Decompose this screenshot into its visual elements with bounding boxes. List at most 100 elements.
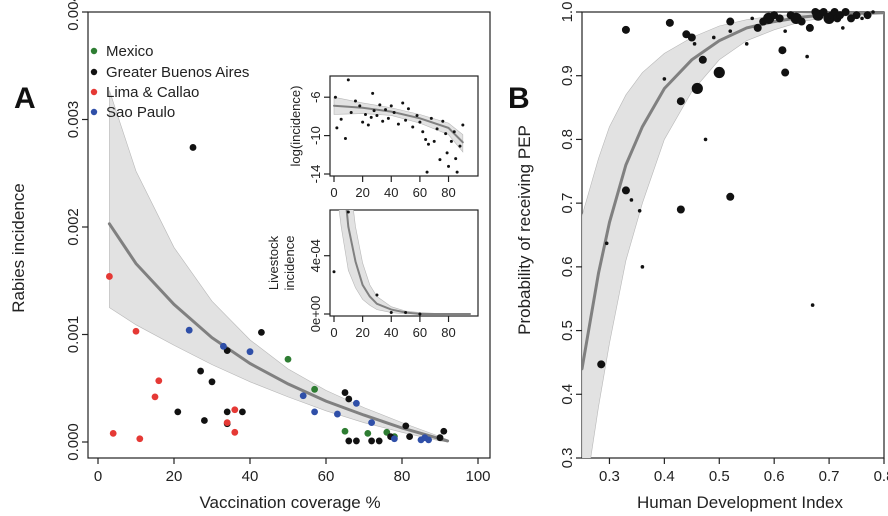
panel-b-x-ticks: 0.3 0.4 0.5 0.6 0.7 0.8 <box>599 458 888 485</box>
panel-b-data-point <box>810 303 815 307</box>
data-point-lima-callao <box>132 327 140 335</box>
panel-b-data-point <box>692 42 697 46</box>
x-tick-label: 20 <box>355 185 369 200</box>
inset-top-data-point <box>455 170 459 174</box>
panel-b-data-point <box>726 192 735 201</box>
panel-b-data-point <box>750 16 755 21</box>
x-tick-label: 20 <box>355 325 369 340</box>
panel-b-points <box>597 8 875 369</box>
panel-b-data-point <box>805 23 814 32</box>
y-tick-label: 0.3 <box>559 448 576 469</box>
panel-b-data-point <box>604 241 609 246</box>
x-tick-label: 40 <box>384 325 398 340</box>
x-tick-label: 0.8 <box>874 468 888 485</box>
inset-top-data-point <box>426 142 430 146</box>
inset-bottom-x-ticks: 0 20 40 60 80 <box>330 316 456 340</box>
inset-top-data-point <box>349 111 353 115</box>
legend-label-buenos-aires: Greater Buenos Aires <box>106 64 249 81</box>
inset-top-points <box>333 78 465 174</box>
panel-b-data-point <box>662 77 667 81</box>
y-tick-label: 0.8 <box>559 129 576 150</box>
inset-top-data-point <box>371 91 375 95</box>
inset-top-data-point <box>435 127 439 131</box>
x-tick-label: 0.7 <box>819 468 840 485</box>
panel-b-data-point <box>637 208 642 213</box>
panel-b-data-point <box>711 35 716 40</box>
panel-a-frame <box>87 11 491 459</box>
inset-top-data-point <box>425 170 429 174</box>
data-point-lima-callao <box>109 430 117 437</box>
panel-b-data-point <box>676 97 685 106</box>
data-point-lima-callao <box>136 435 144 443</box>
inset-top-data-point <box>444 132 448 136</box>
data-point-sao-paulo <box>421 434 429 442</box>
inset-top-frame <box>329 75 479 177</box>
x-tick-label: 0.4 <box>654 468 675 485</box>
inset-top-data-point <box>411 125 415 129</box>
panel-a-x-ticks: 0 20 40 60 80 100 <box>94 458 491 485</box>
y-tick-label: 0.5 <box>559 320 576 341</box>
inset-top-data-point <box>363 112 367 116</box>
y-tick-label: 0.001 <box>65 316 82 354</box>
inset-bottom-points <box>332 210 422 316</box>
inset-top-data-point <box>396 122 400 126</box>
data-point-greater-buenos-aires <box>440 427 448 435</box>
inset-top-data-point <box>406 107 410 111</box>
data-point-mexico <box>284 355 292 363</box>
data-point-greater-buenos-aires <box>189 144 197 151</box>
inset-top-data-point <box>452 130 456 134</box>
inset-top-data-point <box>449 139 453 143</box>
panel-b-data-point <box>726 17 735 26</box>
panel-b-data-point <box>687 33 696 42</box>
inset-top-data-point <box>392 111 396 115</box>
inset-top-fit-line <box>333 104 464 144</box>
panel-b-data-point <box>783 29 787 33</box>
data-point-greater-buenos-aires <box>174 408 182 416</box>
panel-a-chart: 0 20 40 60 80 100 0.000 0.001 0.002 0.003 0.004 V… <box>9 0 491 512</box>
x-tick-label: 60 <box>413 185 427 200</box>
x-tick-label: 80 <box>394 468 411 485</box>
panel-a-fit-line <box>107 222 450 443</box>
inset-top-data-point <box>447 164 451 168</box>
inset-top-data-point <box>372 109 376 113</box>
inset-top-data-point <box>445 151 449 155</box>
x-tick-label: 0 <box>94 468 102 485</box>
legend-label-mexico: Mexico <box>106 43 154 60</box>
y-tick-label: 0.7 <box>559 193 576 214</box>
data-point-sao-paulo <box>185 326 193 334</box>
panel-b-data-point <box>753 23 762 32</box>
x-tick-label: 60 <box>413 325 427 340</box>
data-point-greater-buenos-aires <box>239 408 246 416</box>
panel-b-data-point <box>640 265 645 269</box>
fit-line <box>345 210 471 315</box>
y-tick-label: 0e+00 <box>308 296 323 333</box>
inset-log-incidence-chart: 0 20 40 60 80 -14 -10 -6 log(incidence) <box>288 75 479 200</box>
x-tick-label: 20 <box>166 468 183 485</box>
data-point-greater-buenos-aires <box>402 422 410 430</box>
data-point-sao-paulo <box>368 419 375 427</box>
inset-top-data-point <box>454 157 458 161</box>
legend-marker-buenos-aires <box>90 68 98 76</box>
panel-b-data-point <box>797 17 806 26</box>
inset-bottom-data-point <box>332 270 336 274</box>
data-point-greater-buenos-aires <box>375 437 383 445</box>
confidence-band-area <box>333 96 464 153</box>
data-point-lima-callao <box>155 377 163 385</box>
panel-b-data-point <box>665 18 674 27</box>
panel-b-confidence-band <box>582 12 884 458</box>
x-tick-label: 40 <box>384 185 398 200</box>
inset-top-data-point <box>381 119 385 123</box>
panel-a-letter: A <box>14 82 36 115</box>
panel-b-data-point <box>841 26 845 30</box>
inset-top-data-point <box>421 130 425 134</box>
y-tick-label: -10 <box>308 126 323 145</box>
data-point-sao-paulo <box>353 399 360 407</box>
inset-bottom-data-point <box>418 312 422 316</box>
confidence-band-area <box>338 210 470 315</box>
inset-top-data-point <box>339 117 343 121</box>
panel-a-points <box>106 144 448 445</box>
inset-top-data-point <box>424 137 428 141</box>
y-tick-label: 1.0 <box>559 2 576 23</box>
data-point-greater-buenos-aires <box>208 378 216 386</box>
